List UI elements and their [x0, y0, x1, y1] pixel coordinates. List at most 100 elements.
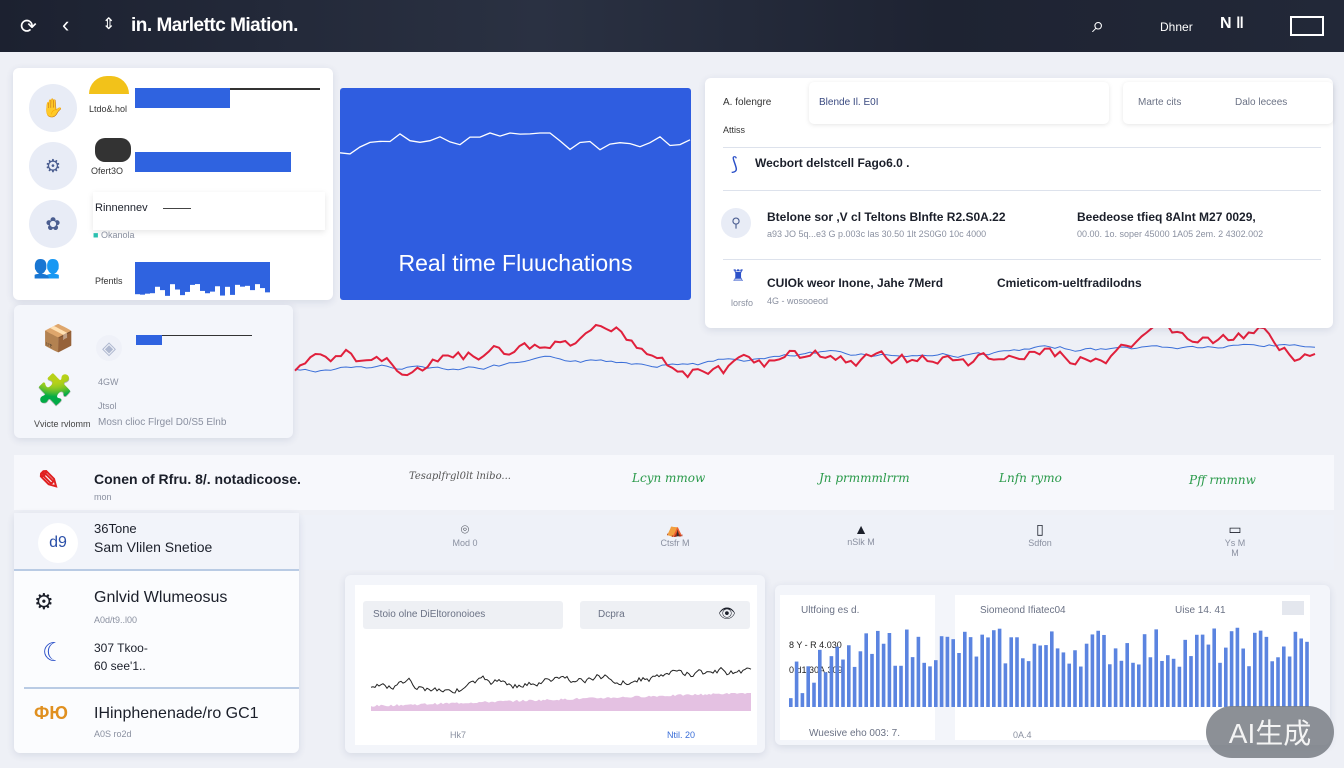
- volume-bar: [992, 630, 996, 707]
- chart-footer: Wuesive eho 003: 7.: [809, 728, 900, 739]
- app-title: in. Marlettc Miation.: [131, 15, 298, 36]
- asset-bar: [135, 88, 230, 108]
- people-icon: 👥: [33, 254, 61, 279]
- volume-bar: [255, 262, 260, 285]
- search-icon[interactable]: ⌕: [1092, 12, 1105, 37]
- row-title[interactable]: Beedeose tfieq 8Alnt M27 0029,: [1077, 210, 1256, 224]
- chevron-left-icon[interactable]: ‹: [62, 12, 70, 37]
- realtime-hero-card[interactable]: Real time Fluuchations: [339, 88, 691, 300]
- search-input[interactable]: Blende Il. E0I: [809, 82, 1109, 124]
- volume-bar: [1015, 637, 1019, 707]
- volume-bar: [1200, 634, 1205, 707]
- volume-bar: [1305, 641, 1309, 707]
- volume-bar: [794, 661, 799, 707]
- volume-bar: [905, 629, 909, 707]
- owner-label[interactable]: Dhner: [1160, 20, 1193, 34]
- progress-line: [162, 335, 252, 336]
- chart-title: Siomeond Ifiatec04: [980, 605, 1066, 616]
- volume-bar: [1148, 657, 1153, 707]
- box-icon: 📦: [42, 323, 75, 353]
- volume-bar: [934, 660, 938, 707]
- row-title[interactable]: CUIOk weor Inone, Jahe 7Merd: [767, 276, 944, 290]
- tab-markets[interactable]: Marte cits: [1138, 97, 1182, 108]
- volume-bar: [1084, 643, 1089, 707]
- asset-label: Rinnennev: [95, 202, 148, 214]
- news-title[interactable]: Conen of Rfru. 8/. notadicoose.: [94, 471, 301, 487]
- volume-bar: [1293, 631, 1298, 707]
- category-tablet[interactable]: ▭ Ys M M: [1220, 521, 1250, 558]
- category-location[interactable]: ⌾ Mod 0: [450, 521, 480, 548]
- range-dropdown[interactable]: Dcpra 👁: [580, 601, 750, 629]
- window-icon[interactable]: [1290, 16, 1324, 36]
- list-title[interactable]: IHinphenenade/ro GC1: [94, 705, 259, 722]
- category-cone[interactable]: ▲ nSlk M: [846, 521, 876, 547]
- volume-bar: [225, 262, 230, 287]
- volatility-chart: [370, 666, 752, 711]
- chart-search-placeholder: Stoio olne DiEltoronoioes: [373, 609, 486, 620]
- gauge-icon: [89, 76, 129, 94]
- row-title[interactable]: Btelone sor ,V cl Teltons Blnfte R2.S0A.…: [767, 210, 1006, 224]
- volume-bar: [899, 665, 903, 707]
- news-row: ✎ Conen of Rfru. 8/. notadicoose. mon Te…: [14, 455, 1334, 510]
- volume-bar: [893, 665, 897, 707]
- volume-bar: [160, 262, 165, 291]
- volume-bar: [1177, 666, 1182, 707]
- filter-dropdown[interactable]: A. folengre: [723, 97, 772, 108]
- list-title[interactable]: Gnlvid Wlumeosus: [94, 589, 228, 606]
- volume-bar: [1125, 643, 1129, 707]
- refresh-icon[interactable]: ⟳: [20, 16, 37, 38]
- x-axis-label: Hk7: [450, 730, 467, 740]
- runner-icon: ⟆: [731, 154, 739, 174]
- legend-swatch[interactable]: [1282, 601, 1304, 615]
- tab-data-leaders[interactable]: Dalo lecees: [1235, 97, 1288, 108]
- category-label: nSlk M: [847, 537, 875, 547]
- volume-bar: [1044, 645, 1048, 707]
- volume-bar: [265, 262, 270, 293]
- volume-bar: [986, 637, 990, 707]
- volume-bar: [245, 262, 250, 286]
- asset-tooltip: Rinnennev: [93, 192, 325, 230]
- divider: [723, 147, 1321, 148]
- sort-icon[interactable]: ⇕: [102, 16, 116, 33]
- chart-search-input[interactable]: Stoio olne DiEltoronoioes: [363, 601, 563, 629]
- volume-bar: [1032, 643, 1037, 707]
- volume-bar: [1154, 629, 1158, 707]
- asset-volume-chart: [135, 262, 270, 296]
- volume-bar: [928, 666, 932, 707]
- volume-bar: [1003, 663, 1008, 707]
- list-item[interactable]: d9 36Tone Sam Vlilen Snetioe: [14, 513, 299, 571]
- signal-text: Jn prmmmlrrm: [819, 471, 910, 485]
- volume-bar: [1253, 632, 1257, 707]
- volume-bar: [823, 672, 828, 707]
- volume-bar: [835, 646, 839, 707]
- volume-bar: [1090, 634, 1095, 707]
- divider: [24, 687, 299, 689]
- asset-panel: ✋ Ltdo&.hol ⚙ Ofert3O ✿ Rinnennev ■ Okan…: [13, 68, 333, 300]
- volume-bar: [1142, 634, 1147, 707]
- row-title[interactable]: Cmieticom-ueltfradilodns: [997, 276, 1142, 290]
- volume-bar: [1108, 664, 1112, 707]
- eye-icon[interactable]: 👁: [718, 605, 736, 621]
- volume-bar: [1171, 658, 1176, 707]
- volume-bar: [1299, 638, 1303, 707]
- chart-panel: Stoio olne DiEltoronoioes Dcpra 👁 Hk7 Nt…: [355, 585, 757, 745]
- row-title[interactable]: Wecbort delstcell Fago6.0 .: [755, 156, 910, 170]
- volume-bar: [195, 262, 200, 285]
- news-sub: mon: [94, 492, 112, 502]
- volume-bar: [870, 653, 874, 707]
- category-phone[interactable]: ▯ Sdfon: [1025, 521, 1055, 548]
- chart-logo-icon: ФЮ: [34, 703, 68, 723]
- volume-bar: [1224, 647, 1228, 707]
- list-title[interactable]: 307 Tkoo-: [94, 641, 148, 655]
- volume-bar: [165, 262, 170, 296]
- value-label: 8 Y - R 4.030: [789, 640, 842, 650]
- signal-text: Tesaplfrgl0lt lnibo...: [409, 471, 511, 482]
- signal-text: Pff rmmnw: [1189, 473, 1256, 487]
- category-label: Ys M M: [1224, 538, 1246, 558]
- category-label: Mod 0: [452, 538, 478, 548]
- category-tent[interactable]: ⛺ Ctsfr M: [660, 521, 690, 548]
- volume-bar: [230, 262, 235, 295]
- volume-bar: [951, 639, 955, 707]
- columns-icon[interactable]: N ‖: [1220, 15, 1244, 32]
- volume-bar: [1073, 650, 1077, 707]
